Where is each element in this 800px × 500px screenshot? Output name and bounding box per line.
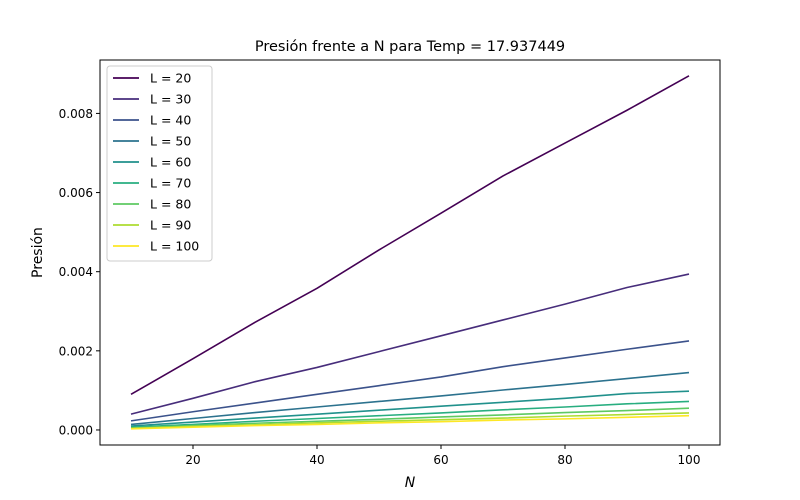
legend-label: L = 90: [150, 218, 191, 233]
y-tick-label: 0.006: [59, 186, 93, 200]
y-axis: 0.000 0.002 0.004 0.006 0.008: [59, 107, 100, 437]
x-tick-label: 80: [557, 453, 572, 467]
legend-label: L = 20: [150, 71, 191, 86]
y-axis-label: Presión: [30, 227, 46, 278]
legend-label: L = 60: [150, 155, 191, 170]
x-axis: 20 40 60 80 100: [185, 445, 700, 467]
series-line-0: [130, 75, 690, 396]
series-layer: [130, 75, 690, 430]
y-tick-label: 0.004: [59, 265, 93, 279]
chart-title: Presión frente a N para Temp = 17.937449: [255, 39, 565, 55]
y-tick-label: 0.008: [59, 107, 93, 121]
x-tick-label: 60: [433, 453, 448, 467]
series-line-6: [130, 407, 690, 429]
plot-area: [99, 59, 721, 446]
series-line-2: [130, 340, 690, 422]
legend-label: L = 70: [150, 176, 191, 191]
axes-frame: [99, 59, 721, 446]
legend-label: L = 100: [150, 239, 199, 254]
series-line-8: [130, 414, 690, 430]
legend-label: L = 80: [150, 197, 191, 212]
legend: L = 20 L = 30 L = 40 L = 50 L = 60 L = 70 L = …: [106, 65, 213, 262]
x-tick-label: 20: [185, 453, 200, 467]
y-tick-label: 0.002: [59, 344, 93, 358]
series-line-3: [130, 371, 690, 426]
series-line-1: [130, 273, 690, 415]
legend-label: L = 50: [150, 134, 191, 149]
legend-label: L = 30: [150, 92, 191, 107]
x-tick-label: 100: [678, 453, 701, 467]
y-tick-label: 0.000: [59, 423, 93, 437]
x-axis-label: N: [405, 475, 416, 491]
series-line-4: [130, 390, 690, 427]
x-tick-label: 40: [309, 453, 324, 467]
series-line-5: [130, 400, 690, 428]
legend-box: [106, 65, 213, 262]
legend-label: L = 40: [150, 113, 191, 128]
